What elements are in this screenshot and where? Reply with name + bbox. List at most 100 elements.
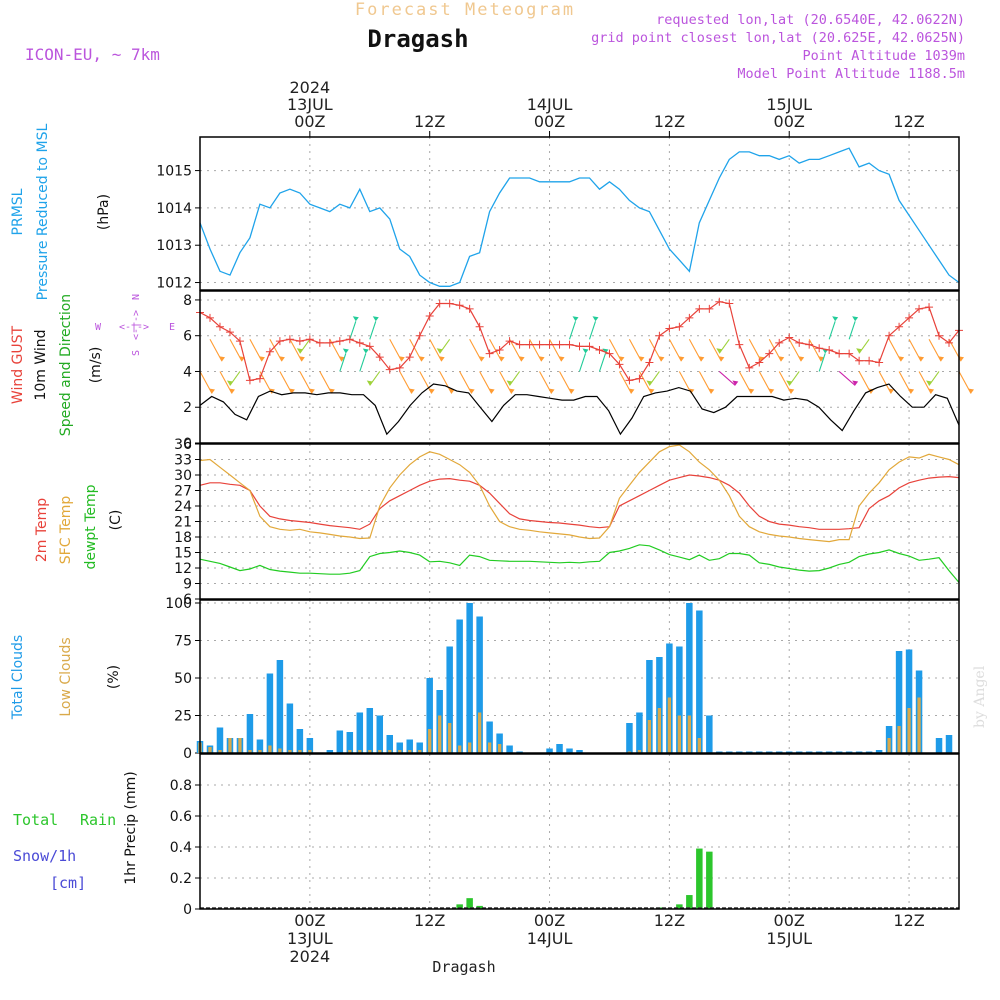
total-cloud-bar — [686, 603, 693, 753]
total-cloud-bar — [636, 712, 643, 753]
wind-dir-arrowhead — [908, 388, 915, 394]
gust-marker — [885, 331, 894, 340]
bottom-time-label: 15JUL — [766, 929, 812, 948]
gust-marker — [295, 337, 304, 346]
rain-bar — [686, 895, 693, 909]
top-time-label: 12Z — [654, 112, 685, 131]
low-cloud-bar — [687, 715, 691, 753]
total-cloud-bar — [905, 649, 913, 753]
low-cloud-bar — [657, 708, 662, 753]
total-cloud-bar — [376, 715, 384, 753]
total-cloud-bar — [496, 733, 503, 753]
panel-4: 0 25 50 75 100 — [165, 596, 960, 762]
gust-label: Wind GUST — [10, 325, 26, 404]
total-cloud-bar — [875, 750, 883, 753]
wind-dir-arrowhead — [408, 388, 415, 394]
wind-dir-arrowhead — [698, 356, 705, 362]
panel-frame — [199, 136, 960, 291]
wind-dir-arrowhead — [226, 380, 233, 386]
low-cloud-bar — [907, 708, 911, 753]
top-time-label: 00Z — [294, 112, 325, 131]
low-cloud-bar — [288, 750, 292, 753]
wind-dir-arrow — [349, 321, 357, 340]
gust-marker — [425, 312, 434, 321]
bottom-time-label: 12Z — [414, 911, 445, 930]
wind-dir-arrowhead — [298, 356, 305, 362]
low-cloud-bar — [418, 750, 422, 753]
y-tick-label: 6 — [183, 329, 192, 345]
total-cloud-bar — [546, 748, 553, 753]
wind-dir-arrowhead — [352, 316, 359, 322]
gust-marker — [615, 360, 624, 369]
gust-marker — [835, 349, 844, 358]
y-tick-label: 100 — [165, 596, 192, 612]
gust-marker — [915, 304, 924, 313]
gust-marker — [475, 322, 484, 331]
low-cloud-bar — [497, 744, 502, 753]
temp-unit-label: (C) — [108, 510, 124, 531]
low-cloud-bar — [448, 723, 452, 753]
gust-marker — [275, 337, 284, 346]
total-cloud-bar — [336, 730, 344, 753]
y-tick-label: 24 — [174, 499, 192, 515]
gust-marker — [365, 342, 374, 351]
y-tick-label: 33 — [174, 453, 192, 469]
gust-marker — [315, 338, 324, 347]
low-cloud-bar — [228, 738, 232, 753]
wind-dir-arrow — [828, 321, 836, 340]
top-time-label: 00Z — [774, 112, 805, 131]
rain-bar — [466, 898, 473, 909]
total-cloud-bar — [506, 745, 513, 753]
wind-dir-arrowhead — [938, 356, 945, 362]
gust-marker — [785, 333, 794, 342]
gust-marker — [945, 338, 954, 347]
model-name: ICON-EU, ~ 7km — [25, 45, 160, 64]
wind-dir-arrowhead — [638, 356, 645, 362]
tsfc-line — [199, 444, 960, 543]
wind-dir-arrowhead — [678, 356, 685, 362]
low-cloud-bar — [348, 750, 352, 753]
bottom-time-label: 13JUL — [287, 929, 333, 948]
location-title: Dragash — [367, 25, 468, 53]
wind-dir-arrowhead — [438, 356, 445, 362]
dewpt-line — [199, 544, 960, 583]
wind-dir-arrow — [838, 371, 856, 386]
wind-dir-arrowhead — [856, 348, 863, 354]
gust-marker — [455, 301, 464, 310]
total-cloud-bar — [466, 603, 473, 753]
gust-marker — [595, 346, 604, 355]
snow-label: Snow/1h — [13, 847, 76, 865]
wind-dir-arrowhead — [418, 356, 425, 362]
rain-bar — [456, 904, 463, 909]
low-cloud-bar — [298, 750, 302, 753]
total-cloud-bar — [396, 742, 403, 753]
low-cloud-bar — [468, 742, 472, 753]
total-cloud-bar — [576, 750, 583, 753]
top-time-label: 00Z — [534, 112, 565, 131]
panel-frame — [199, 290, 960, 444]
wind-dir-arrowhead — [468, 388, 475, 394]
gust-marker — [285, 335, 294, 344]
total-cloud-bar — [266, 673, 274, 753]
y-tick-label: 0 — [183, 436, 192, 452]
gust-marker — [665, 324, 674, 333]
t2m-line — [199, 474, 960, 530]
gust-marker — [905, 313, 914, 322]
subtitle: Forecast Meteogram — [355, 0, 575, 20]
y-tick-label: 6 — [183, 592, 192, 608]
rain-bar — [706, 851, 713, 909]
y-tick-label: 0 — [183, 902, 192, 918]
y-tick-label: 4 — [183, 364, 192, 380]
total-cloud-bar — [706, 715, 713, 753]
top-time-label: 14JUL — [527, 95, 573, 114]
compass-we-arrow: <-|-> — [119, 322, 149, 333]
low-clouds-label: Low Clouds — [58, 637, 74, 716]
bottom-time-label: 00Z — [534, 911, 565, 930]
wind-dir-arrowhead — [362, 348, 369, 354]
gust-marker — [925, 303, 934, 312]
wind-dir-arrow — [568, 321, 577, 340]
gust-marker — [815, 344, 824, 353]
low-cloud-bar — [667, 697, 672, 753]
